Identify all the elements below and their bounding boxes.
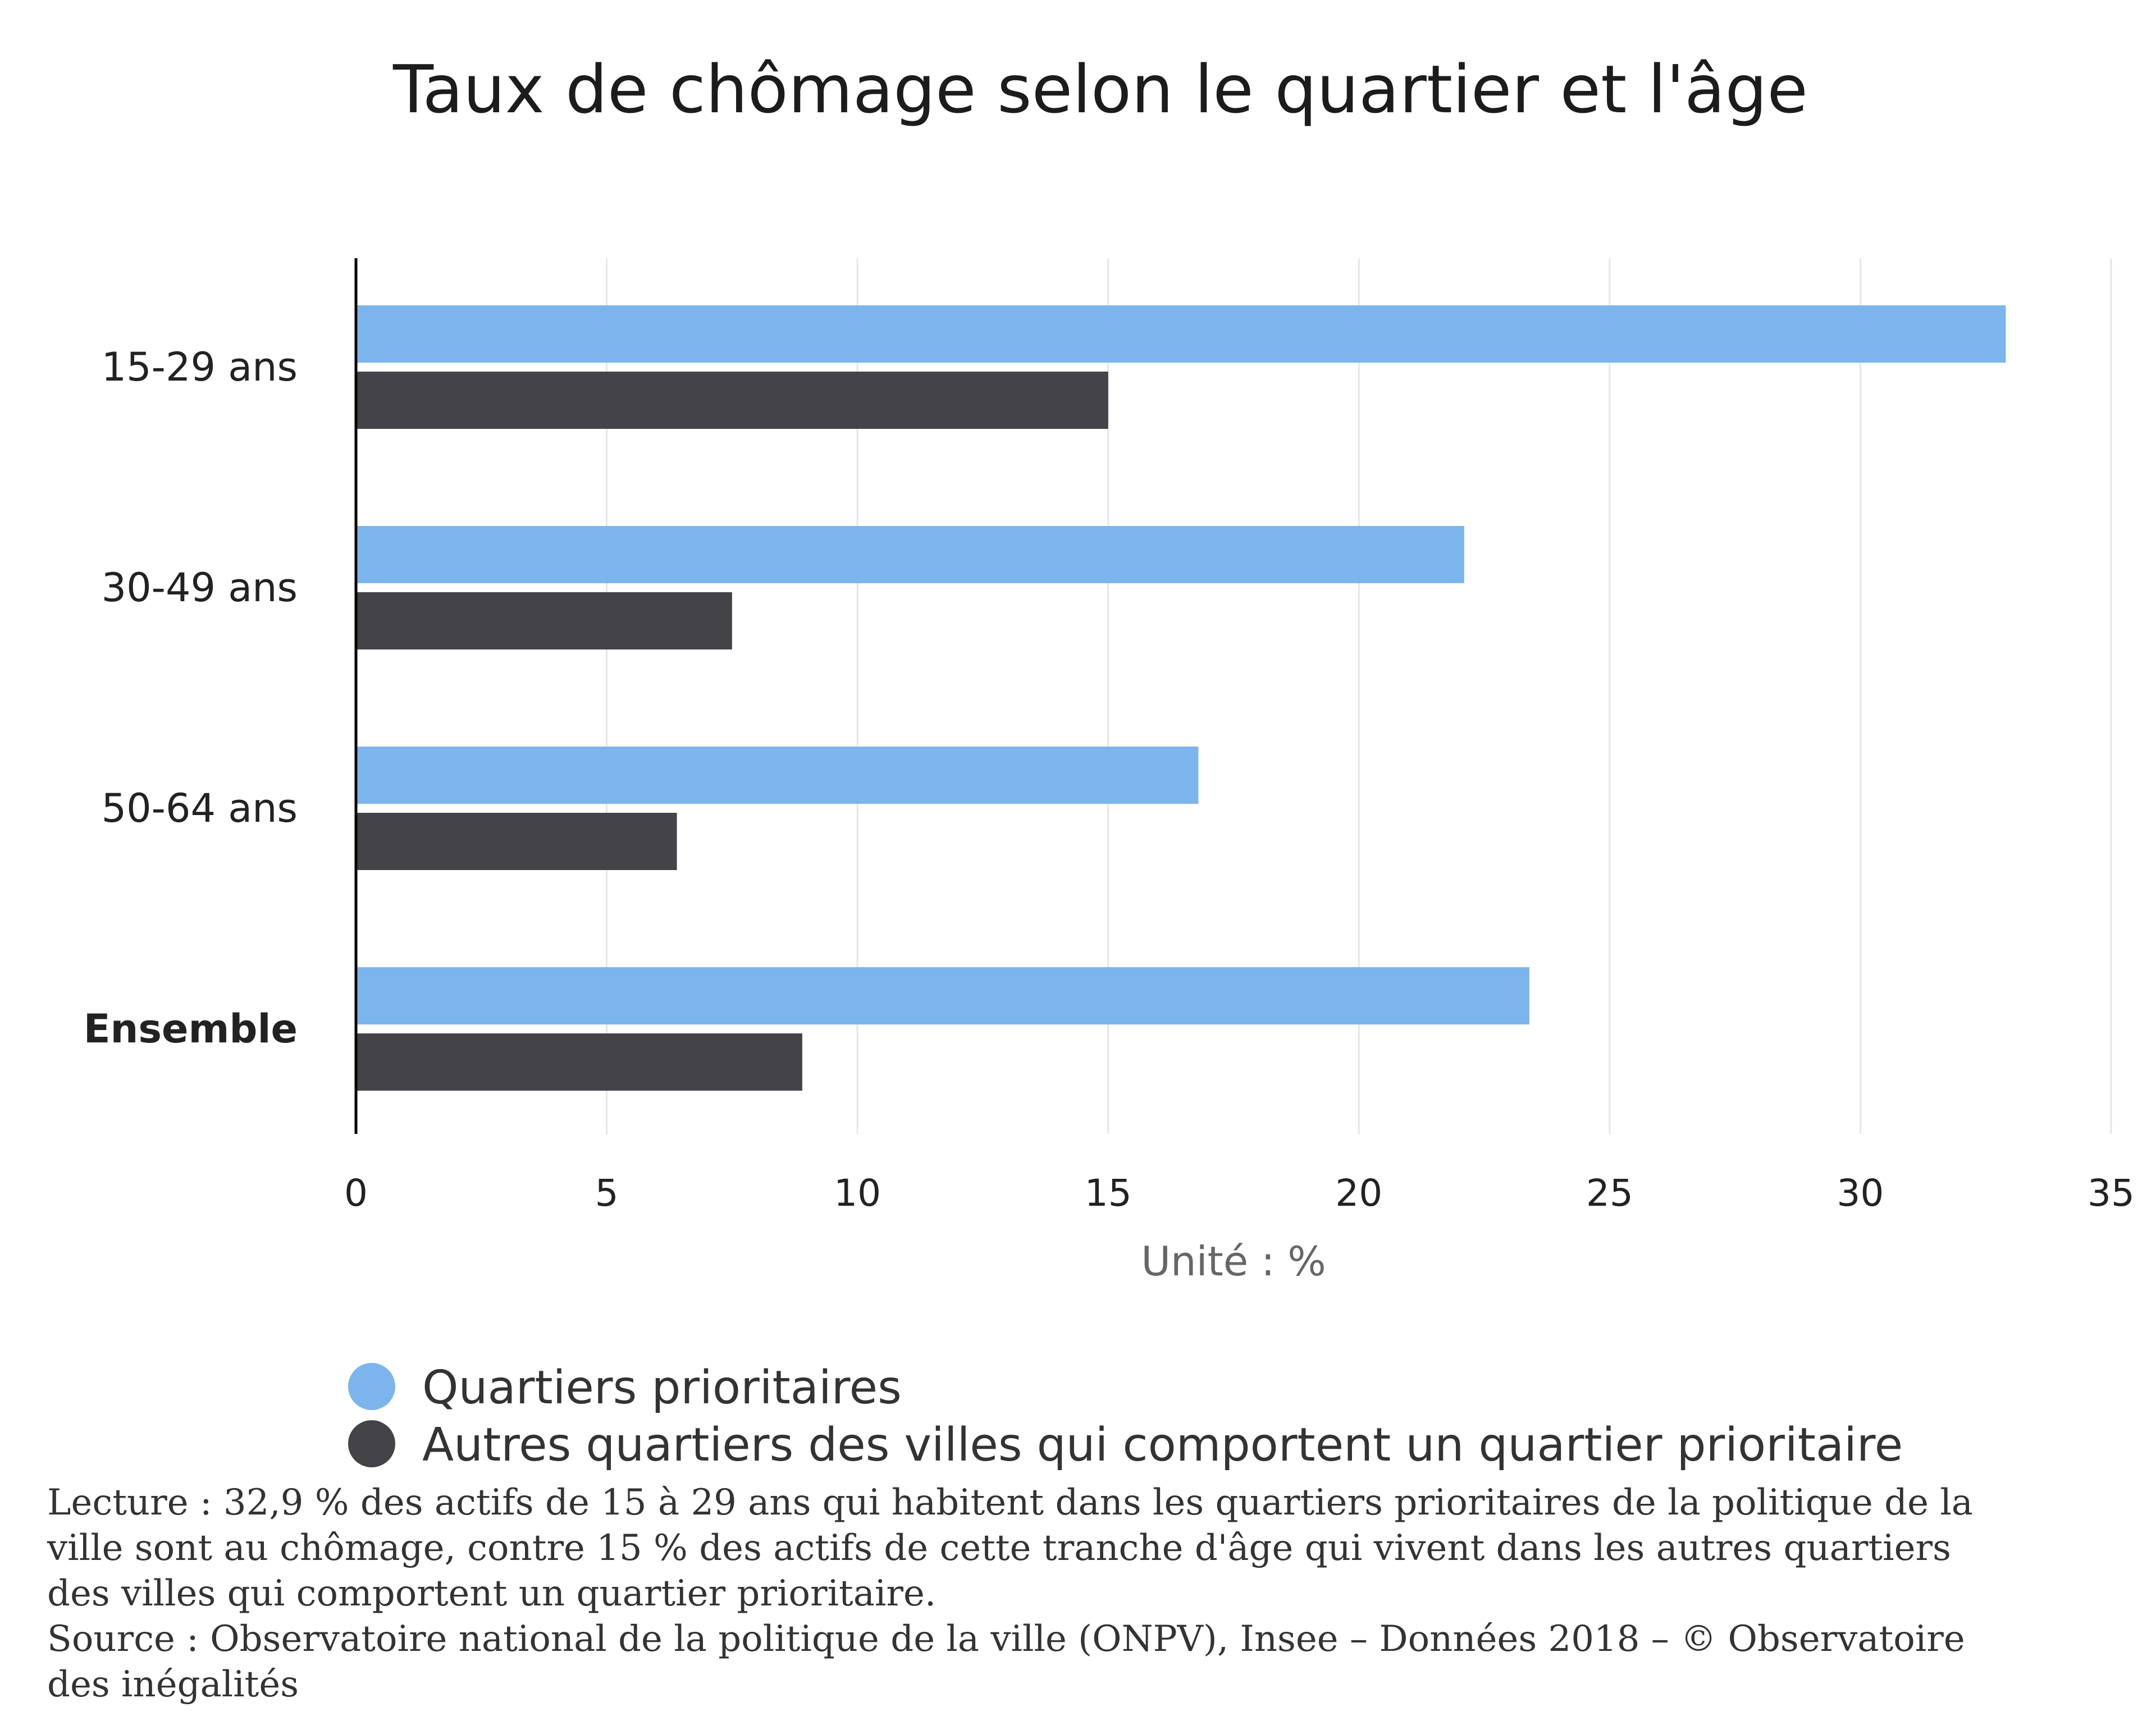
legend-item[interactable]: Autres quartiers des villes qui comporte… [348,1418,1903,1472]
bar-quartiers-prioritaires [356,747,1199,804]
bar-quartiers-prioritaires [356,305,2006,363]
x-tick-label: 10 [834,1172,881,1215]
x-tick-label: 30 [1837,1172,1884,1215]
category-label: Ensemble [84,1006,298,1052]
bar-quartiers-prioritaires [356,526,1464,583]
x-axis-title: Unité : % [1141,1238,1326,1285]
x-tick-label: 0 [344,1172,368,1215]
category-labels: 15-29 ans 30-49 ans 50-64 ans Ensemble [84,344,298,1052]
footnote: Lecture : 32,9 % des actifs de 15 à 29 a… [47,1482,1973,1705]
lecture-line: Lecture : 32,9 % des actifs de 15 à 29 a… [47,1482,1973,1523]
legend-item[interactable]: Quartiers prioritaires [348,1361,902,1415]
x-tick-label: 15 [1085,1172,1132,1215]
bar-autres-quartiers [356,592,732,649]
x-tick-label: 20 [1335,1172,1382,1215]
lecture-line: des villes qui comportent un quartier pr… [47,1573,936,1614]
legend-marker [348,1420,395,1467]
x-tick-label: 25 [1586,1172,1633,1215]
bar-autres-quartiers [356,1033,802,1091]
category-label: 50-64 ans [102,785,298,831]
legend-label: Autres quartiers des villes qui comporte… [422,1418,1903,1472]
x-tick-label: 35 [2088,1172,2135,1215]
bar-autres-quartiers [356,813,677,870]
x-tick-label: 5 [595,1172,619,1215]
lecture-line: ville sont au chômage, contre 15 % des a… [47,1527,1951,1569]
category-label: 15-29 ans [102,344,298,390]
bar-autres-quartiers [356,372,1108,429]
source-line: Source : Observatoire national de la pol… [47,1618,1965,1660]
legend-marker [348,1363,395,1410]
bar-quartiers-prioritaires [356,967,1529,1024]
bars [356,305,2006,1091]
x-tick-labels: 0 5 10 15 20 25 30 35 [344,1172,2135,1215]
category-label: 30-49 ans [102,565,298,611]
source-line: des inégalités [47,1664,299,1705]
chart-title: Taux de chômage selon le quartier et l'â… [392,51,1808,128]
legend-label: Quartiers prioritaires [422,1361,902,1415]
